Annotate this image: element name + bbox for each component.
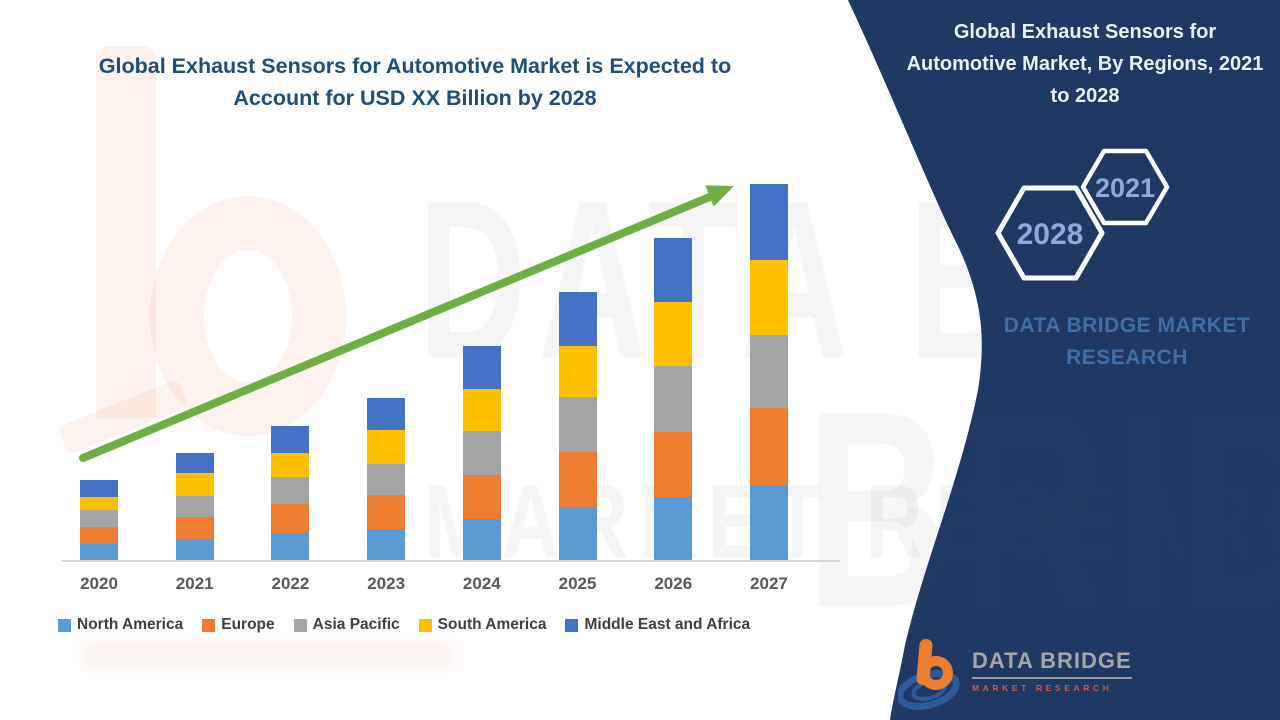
legend-label: Asia Pacific bbox=[312, 616, 400, 633]
bar-segment bbox=[462, 389, 501, 431]
bar-segment bbox=[175, 473, 214, 496]
x-axis-label: 2027 bbox=[750, 574, 788, 593]
hexagon-2028 bbox=[995, 185, 1105, 281]
x-axis-label: 2022 bbox=[271, 574, 310, 593]
bar-segment bbox=[80, 544, 118, 560]
footer-logo-rule bbox=[972, 677, 1132, 679]
hexagon-2021-label: 2021 bbox=[1095, 173, 1155, 203]
legend-label: Middle East and Africa bbox=[584, 616, 751, 633]
watermark-ghost-row bbox=[84, 642, 454, 666]
bar-segment bbox=[654, 497, 693, 560]
bar-segment bbox=[654, 238, 693, 302]
bar-segment bbox=[367, 529, 406, 560]
legend-label: North America bbox=[77, 616, 184, 633]
x-axis-label: 2023 bbox=[367, 574, 406, 593]
bar-segment bbox=[367, 398, 406, 430]
bar-segment bbox=[749, 260, 788, 335]
x-axis-label: 2020 bbox=[80, 574, 118, 593]
legend-item: Middle East and Africa bbox=[565, 616, 750, 634]
x-axis-line bbox=[62, 560, 840, 562]
bar-segment bbox=[462, 431, 501, 475]
bar-segment bbox=[175, 453, 214, 473]
bar-segment bbox=[80, 510, 118, 527]
bar-segment bbox=[558, 292, 597, 346]
hexagon-2028-label: 2028 bbox=[1017, 218, 1084, 251]
footer-logo-text: DATA BRIDGE MARKET RESEARCH bbox=[972, 648, 1132, 693]
bar-chart: 2020 2021 2022 2023 2024 2025 2026 2027 bbox=[60, 176, 840, 593]
x-axis-label: 2021 bbox=[175, 574, 214, 593]
x-axis-label: 2026 bbox=[654, 574, 693, 593]
chart-legend: North America Europe Asia Pacific South Ame… bbox=[58, 616, 750, 634]
x-axis-label: 2025 bbox=[558, 574, 597, 593]
bar-segment bbox=[749, 485, 788, 560]
chart-title: Global Exhaust Sensors for Automotive Ma… bbox=[65, 50, 765, 115]
bar-2025 bbox=[558, 292, 597, 560]
side-panel-title: Global Exhaust Sensors for Automotive Ma… bbox=[906, 21, 1264, 107]
bar-segment bbox=[749, 184, 788, 260]
bar-segment bbox=[271, 477, 310, 504]
legend-swatch bbox=[58, 618, 71, 632]
legend-swatch bbox=[418, 618, 432, 632]
bar-segment bbox=[749, 408, 788, 485]
legend-swatch bbox=[565, 618, 579, 632]
bar-segment bbox=[749, 335, 788, 408]
footer-logo-subbrand: MARKET RESEARCH bbox=[972, 683, 1113, 693]
bar-segment bbox=[558, 507, 597, 560]
bar-segment bbox=[654, 302, 693, 366]
legend-item: Asia Pacific bbox=[293, 616, 400, 634]
bar-segment bbox=[367, 495, 406, 529]
bar-segment bbox=[175, 496, 214, 517]
bar-2021 bbox=[175, 453, 214, 560]
hexagon-years-graphic: 2021 2028 bbox=[995, 148, 1170, 281]
bar-segment bbox=[558, 346, 597, 397]
bar-segment bbox=[654, 366, 693, 432]
bar-segment bbox=[271, 533, 310, 560]
bar-2023 bbox=[367, 398, 406, 560]
bar-segment bbox=[271, 426, 310, 453]
bar-segment bbox=[654, 432, 693, 497]
bar-segment bbox=[462, 519, 501, 560]
panel-brand-caption: DATA BRIDGE MARKET RESEARCH bbox=[1003, 314, 1251, 369]
bar-segment bbox=[558, 397, 597, 452]
legend-label: South America bbox=[437, 616, 547, 633]
bar-segment bbox=[80, 527, 118, 544]
bar-segment bbox=[80, 497, 118, 510]
chart-title-line1: Global Exhaust Sensors for Automotive Ma… bbox=[98, 54, 732, 78]
legend-label: Europe bbox=[221, 616, 275, 633]
bar-segment bbox=[367, 430, 406, 464]
bar-segment bbox=[462, 346, 501, 389]
footer-logo: DATA BRIDGE MARKET RESEARCH bbox=[898, 636, 1132, 710]
bar-2022 bbox=[271, 426, 310, 560]
bar-segment bbox=[558, 452, 597, 507]
bar-2026 bbox=[654, 238, 693, 560]
bar-2027 bbox=[749, 184, 788, 560]
data-bridge-logo-icon bbox=[898, 639, 960, 710]
legend-swatch bbox=[202, 618, 216, 632]
hexagon-2021 bbox=[1080, 148, 1170, 226]
legend-item: South America bbox=[418, 616, 547, 634]
chart-title-line2: Account for USD XX Billion by 2028 bbox=[233, 86, 597, 111]
bar-segment bbox=[367, 464, 406, 495]
legend-swatch bbox=[293, 618, 307, 632]
bar-segment bbox=[271, 453, 310, 477]
legend-item: North America bbox=[58, 616, 183, 634]
bar-segment bbox=[175, 517, 214, 539]
footer-logo-brand: DATA BRIDGE bbox=[972, 648, 1132, 673]
bar-segment bbox=[462, 475, 501, 519]
bar-2024 bbox=[462, 346, 501, 560]
bar-segment bbox=[175, 539, 214, 560]
bar-segment bbox=[80, 480, 118, 497]
bar-segment bbox=[271, 504, 310, 533]
legend-item: Europe bbox=[202, 616, 275, 634]
bar-2020 bbox=[80, 480, 118, 560]
x-axis-label: 2024 bbox=[462, 574, 501, 593]
